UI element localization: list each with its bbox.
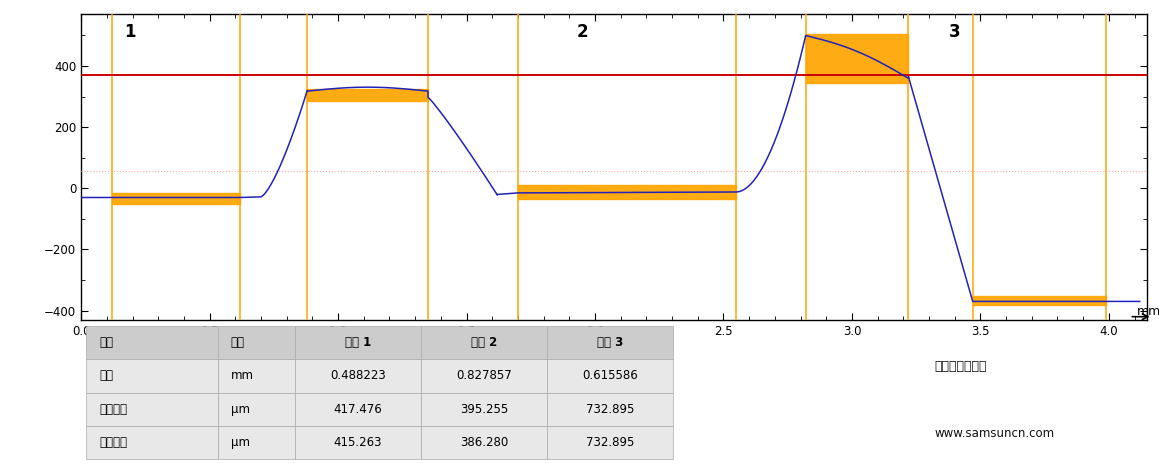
Bar (547, 359, 673, 392)
Bar (421, 326, 547, 359)
Text: mm: mm (1137, 305, 1159, 318)
Text: 2: 2 (576, 24, 588, 41)
Text: 步骤 1: 步骤 1 (344, 336, 371, 349)
Bar (218, 359, 294, 392)
Text: 732.895: 732.895 (585, 403, 634, 416)
Bar (421, 392, 547, 426)
Text: 参数: 参数 (100, 336, 114, 349)
Bar (294, 392, 421, 426)
Bar (547, 326, 673, 359)
Bar (87, 426, 218, 460)
Bar (87, 392, 218, 426)
Text: 417.476: 417.476 (334, 403, 382, 416)
Text: 415.263: 415.263 (334, 436, 382, 449)
Text: 步骤 3: 步骤 3 (597, 336, 624, 349)
Text: 386.280: 386.280 (460, 436, 508, 449)
Text: mm: mm (231, 369, 254, 382)
Text: μm: μm (231, 403, 250, 416)
Text: 单位: 单位 (231, 336, 245, 349)
Bar (87, 359, 218, 392)
Bar (294, 426, 421, 460)
Text: 0.615586: 0.615586 (582, 369, 637, 382)
Bar (547, 392, 673, 426)
Bar (218, 392, 294, 426)
Text: 平均深度: 平均深度 (100, 436, 127, 449)
Bar (421, 426, 547, 460)
Text: 三垒刺光电科技: 三垒刺光电科技 (934, 360, 986, 373)
Bar (547, 426, 673, 460)
Text: 395.255: 395.255 (460, 403, 508, 416)
Text: 宽度: 宽度 (100, 369, 114, 382)
Bar (294, 326, 421, 359)
Text: μm: μm (231, 436, 250, 449)
Bar (218, 326, 294, 359)
Text: 最大深度: 最大深度 (100, 403, 127, 416)
Text: www.samsuncn.com: www.samsuncn.com (934, 427, 1055, 440)
Text: 732.895: 732.895 (585, 436, 634, 449)
Text: 1: 1 (124, 24, 136, 41)
Text: 0.827857: 0.827857 (455, 369, 512, 382)
Text: 0.488223: 0.488223 (330, 369, 386, 382)
Text: 3: 3 (949, 24, 961, 41)
Bar (421, 359, 547, 392)
Bar (294, 359, 421, 392)
Bar (218, 426, 294, 460)
Text: 步骤 2: 步骤 2 (471, 336, 497, 349)
Bar (87, 326, 218, 359)
